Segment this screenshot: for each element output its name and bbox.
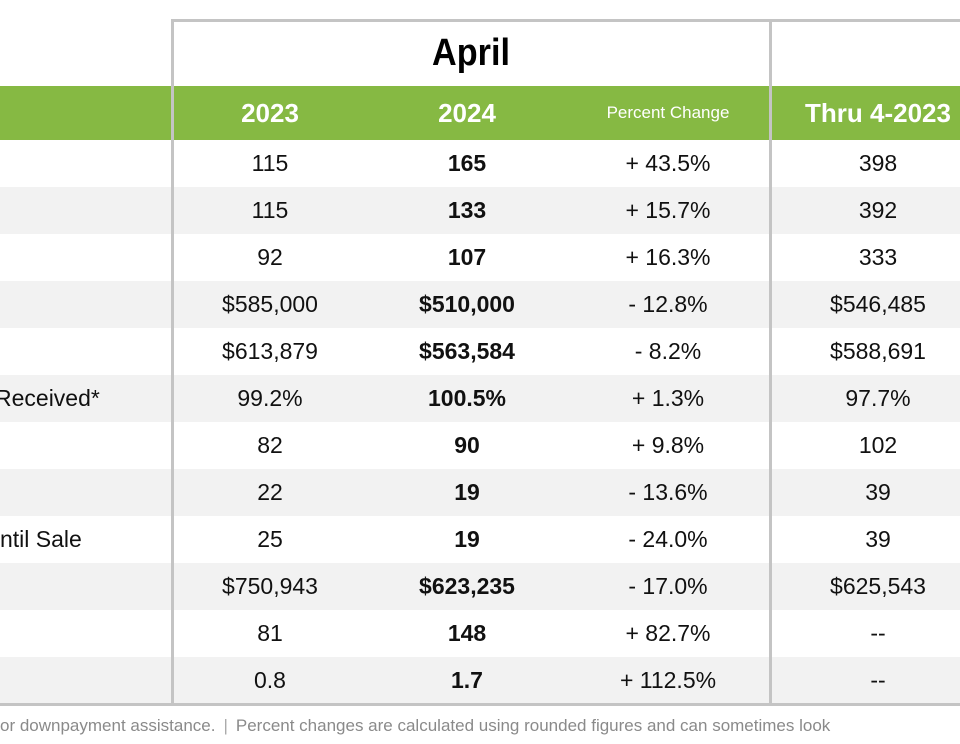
column-header-ytd-2023: Thru 4-2023 [805,97,951,128]
cell-percent-change: - 8.2% [634,338,702,364]
cell-2024: 19 [454,479,480,505]
cell-2024: 1.7 [451,667,483,693]
cell-ytd-2023: 392 [858,197,898,223]
cell-percent-change: + 112.5% [619,667,717,693]
cell-percent-change: - 12.8% [628,291,708,317]
table-row: 81 148 + 82.7% -- [0,610,960,657]
cell-2023: 92 [257,244,283,270]
cell-percent-change: + 1.3% [631,385,705,411]
cell-2024: 165 [447,150,487,176]
cell-ytd-2023: 333 [858,244,898,270]
cell-2023: 22 [257,479,283,505]
cell-ytd-2023: 39 [865,479,891,505]
table-row: Received* 99.2% 100.5% + 1.3% 97.7% [0,375,960,422]
cell-2024: $510,000 [419,291,515,317]
cell-ytd-2023: -- [870,667,886,693]
cell-2024: $623,235 [419,573,515,599]
cell-2024: 148 [447,620,487,646]
cell-2024: $563,584 [419,338,515,364]
cell-percent-change: - 17.0% [628,573,708,599]
cell-2023: 81 [257,620,283,646]
cell-percent-change: + 43.5% [625,150,711,176]
cell-ytd-2023: $546,485 [830,291,926,317]
cell-2024: 90 [454,432,480,458]
column-header-2024: 2024 [438,97,496,128]
footnote-left: or downpayment assistance. [0,716,216,735]
cell-2024: 133 [447,197,487,223]
cell-ytd-2023: 398 [858,150,898,176]
cell-2023: 115 [251,150,289,176]
cell-2024: 107 [447,244,487,270]
cell-2023: 82 [257,432,283,458]
column-header-percent-change: Percent Change [606,103,730,122]
column-header-2023: 2023 [241,97,299,128]
cell-ytd-2023: 39 [865,526,891,552]
footnote: or downpayment assistance. | Percent chang… [0,716,830,738]
footnote-separator: | [223,716,228,735]
column-header-bar [0,86,960,140]
row-label: Received* [0,385,100,411]
cell-2023: $750,943 [222,573,318,599]
table-top-border [172,19,960,22]
column-divider [171,19,174,706]
cell-ytd-2023: $588,691 [830,338,926,364]
cell-2023: $613,879 [222,338,318,364]
table-row: 82 90 + 9.8% 102 [0,422,960,469]
table-row: 92 107 + 16.3% 333 [0,234,960,281]
cell-percent-change: - 13.6% [628,479,708,505]
cell-2023: $585,000 [222,291,318,317]
cell-ytd-2023: 102 [858,432,898,458]
period-title: April [432,31,510,74]
cell-2023: 0.8 [254,667,286,693]
cell-2023: 25 [257,526,283,552]
cell-ytd-2023: -- [870,620,886,646]
table-row: $585,000 $510,000 - 12.8% $546,485 [0,281,960,328]
cell-2024: 19 [454,526,480,552]
cell-2023: 99.2% [237,385,303,411]
footnote-right: Percent changes are calculated using rou… [235,716,831,735]
cell-ytd-2023: 97.7% [845,385,911,411]
table-row: 0.8 1.7 + 112.5% -- [0,657,960,704]
cell-percent-change: + 15.7% [625,197,711,223]
table-row: 22 19 - 13.6% 39 [0,469,960,516]
cell-percent-change: + 16.3% [625,244,711,270]
cell-2024: 100.5% [427,385,506,411]
cell-percent-change: - 24.0% [628,526,708,552]
table-row: 115 133 + 15.7% 392 [0,187,960,234]
table-row: $750,943 $623,235 - 17.0% $625,543 [0,563,960,610]
column-divider [769,19,772,706]
table-row: 115 165 + 43.5% 398 [0,140,960,187]
table-row: ntil Sale 25 19 - 24.0% 39 [0,516,960,563]
cell-2023: 115 [251,197,289,223]
cell-percent-change: + 9.8% [631,432,705,458]
table-row: $613,879 $563,584 - 8.2% $588,691 [0,328,960,375]
cell-percent-change: + 82.7% [625,620,711,646]
table-bottom-border [0,703,960,706]
cell-ytd-2023: $625,543 [830,573,926,599]
row-label: ntil Sale [0,526,82,552]
